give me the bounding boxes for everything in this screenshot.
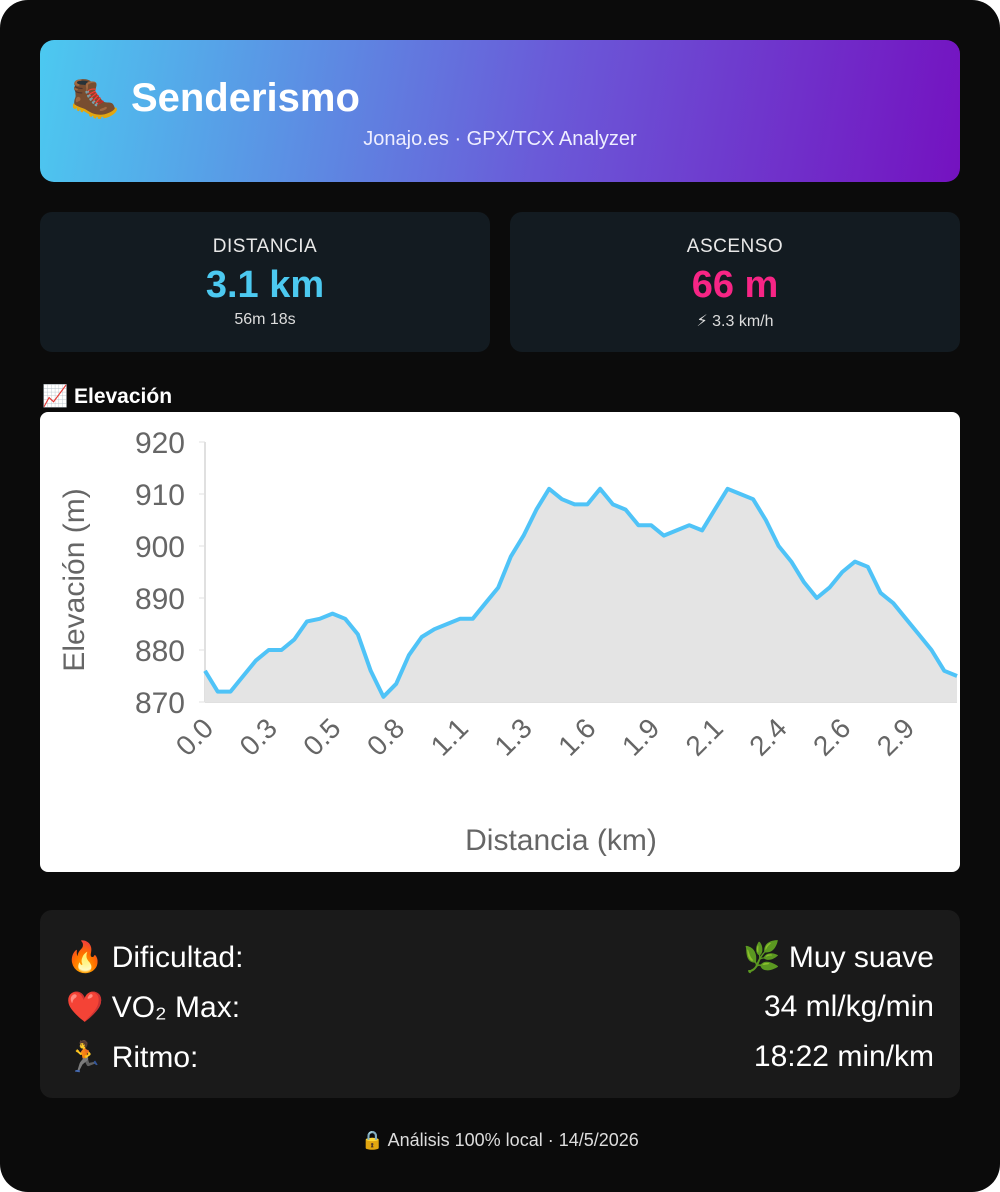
footer: 🔒 Análisis 100% local · 14/5/2026 xyxy=(361,1130,639,1150)
area-fill xyxy=(205,488,957,702)
x-tick-label: 2.1 xyxy=(680,712,729,761)
detail-label: VO₂ Max: xyxy=(111,990,241,1024)
stat-sub: 56m 18s xyxy=(234,311,296,328)
y-tick-label: 890 xyxy=(135,583,185,616)
detail-value: 🌿 Muy suave xyxy=(743,940,934,974)
detail-row: ❤️ VO₂ Max: 34 ml/kg/min xyxy=(66,982,934,1032)
title: Senderismo xyxy=(130,76,360,120)
stat-label: ASCENSO xyxy=(686,236,784,257)
detail-row: 🔥 Dificultad: 🌿 Muy suave xyxy=(66,932,934,982)
detail-label: Ritmo: xyxy=(111,1040,199,1074)
y-tick-label: 870 xyxy=(135,687,185,720)
detail-row: 🏃 Ritmo: 18:22 min/km xyxy=(66,1032,934,1082)
stat-label: DISTANCIA xyxy=(212,236,318,257)
x-tick-label: 0.5 xyxy=(297,712,346,761)
header-icon: 🥾 xyxy=(70,76,120,120)
header: 🥾 Senderismo Jonajo.es · GPX/TCX Analyze… xyxy=(40,40,960,182)
header-subtitle: Jonajo.es · GPX/TCX Analyzer xyxy=(363,128,637,150)
x-tick-label: 1.1 xyxy=(425,712,474,761)
y-tick-label: 880 xyxy=(135,635,185,668)
y-tick-label: 910 xyxy=(135,479,185,512)
details: 🔥 Dificultad: 🌿 Muy suave ❤️ VO₂ Max: 34 m… xyxy=(40,910,960,1098)
stat-value: 66 m xyxy=(691,264,779,306)
x-tick-label: 1.3 xyxy=(488,712,537,761)
stat-card: DISTANCIA 3.1 km 56m 18s xyxy=(40,212,490,352)
chart-box: 870 880 890 900 910 920 0.0 0.3 0.5 0.8 1.1 1.3 1.6 1… xyxy=(40,412,960,872)
x-tick-label: 1.9 xyxy=(616,712,665,761)
x-tick-label: 2.9 xyxy=(871,712,920,761)
line xyxy=(203,486,958,699)
x-axis-title: Distancia (km) xyxy=(465,824,657,857)
detail-value: 18:22 min/km xyxy=(753,1040,934,1073)
stat-card: ASCENSO 66 m ⚡ 3.3 km/h xyxy=(510,212,960,352)
stat-value: 3.1 km xyxy=(205,264,325,306)
detail-label: Dificultad: xyxy=(111,940,244,974)
y-tick-label: 920 xyxy=(135,427,185,460)
stat-sub: ⚡ 3.3 km/h xyxy=(696,313,774,330)
section-title: 📈 Elevación xyxy=(42,385,173,408)
y-axis-title: Elevación (m) xyxy=(58,488,91,671)
x-tick-label: 0.8 xyxy=(361,712,410,761)
x-tick-label: 0.3 xyxy=(234,712,283,761)
detail-icon: 🔥 xyxy=(66,940,104,974)
header-title: 🥾 Senderismo xyxy=(70,74,360,121)
x-tick-label: 1.6 xyxy=(552,712,601,761)
x-tick-label: 2.4 xyxy=(743,712,792,761)
detail-value: 34 ml/kg/min xyxy=(763,990,934,1023)
detail-icon: 🏃 xyxy=(66,1040,104,1074)
x-tick-label: 2.6 xyxy=(807,712,856,761)
detail-icon: ❤️ xyxy=(66,990,104,1024)
y-tick-label: 900 xyxy=(135,531,185,564)
